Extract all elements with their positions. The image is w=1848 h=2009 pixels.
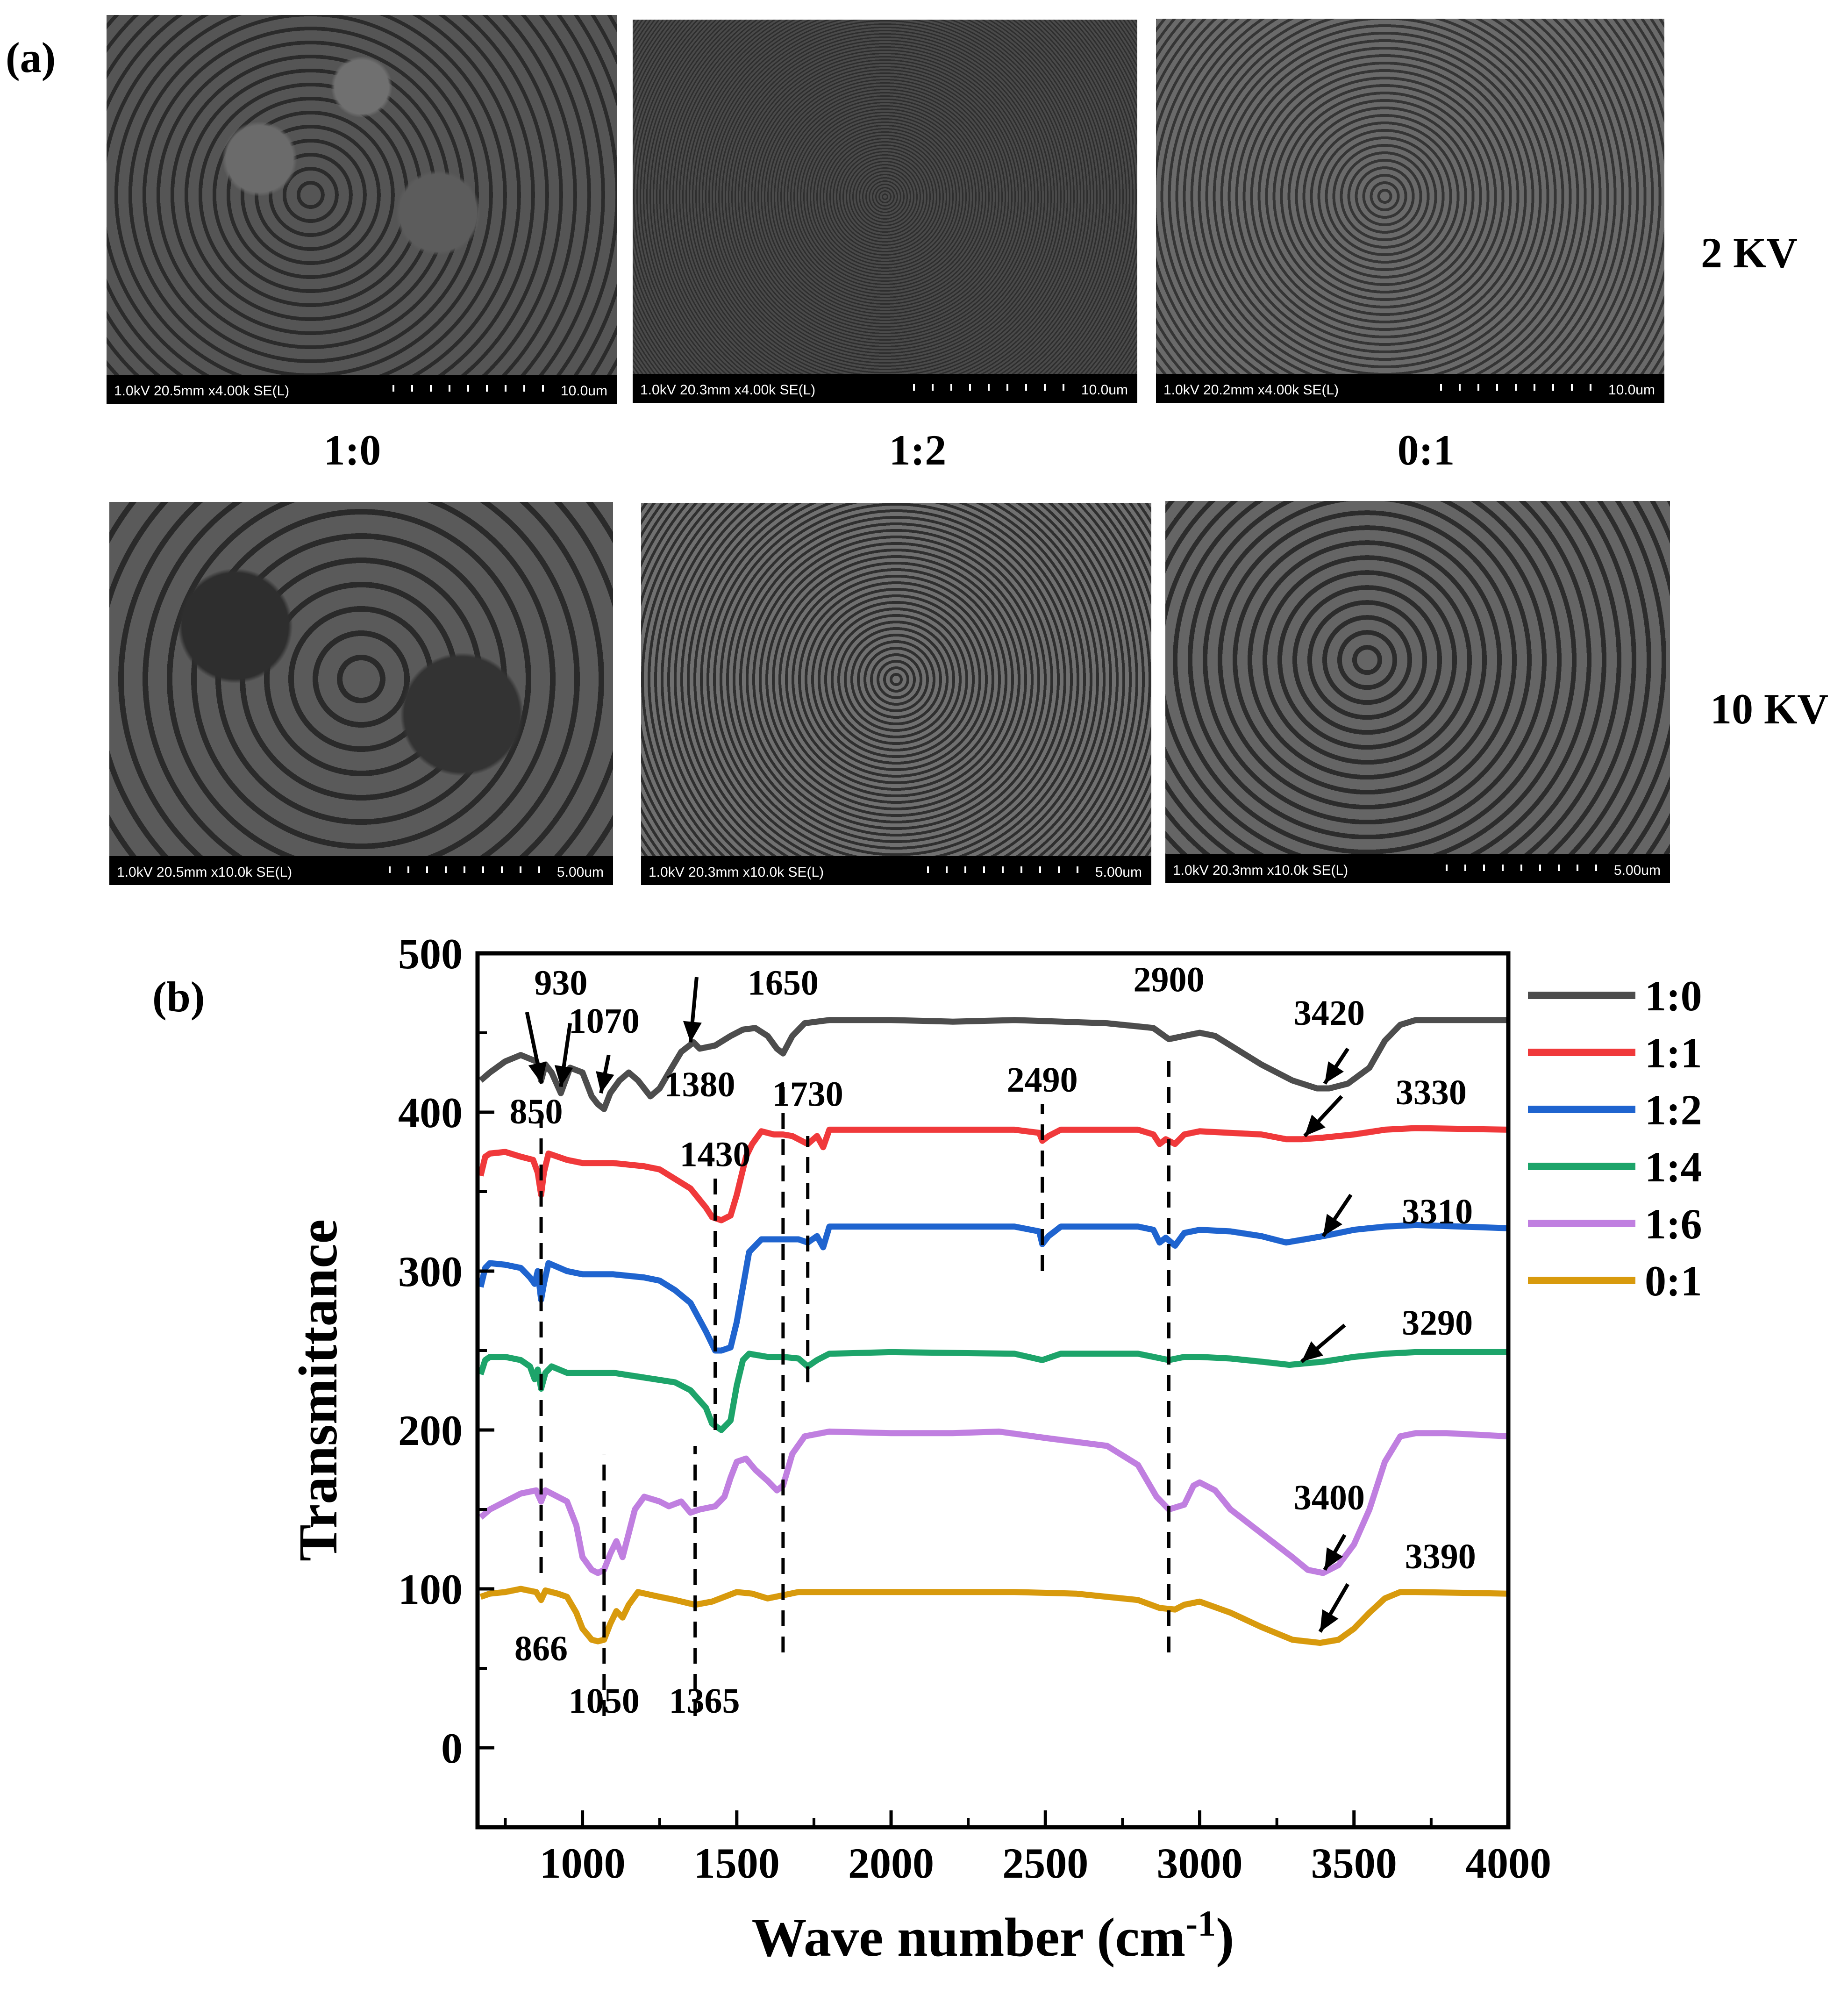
x-tick-label: 2000: [848, 1839, 934, 1887]
sem-info-bar: 1.0kV 20.3mm x10.0k SE(L) 5.00um: [1165, 854, 1670, 883]
y-tick-label: 500: [398, 930, 463, 978]
x-tick-label: 3000: [1157, 1839, 1243, 1887]
y-tick-label: 200: [398, 1407, 463, 1454]
sem-image-0-1-2kv: 1.0kV 20.2mm x4.00k SE(L) 10.0um: [1156, 19, 1664, 403]
peak-label-1650: 1650: [748, 963, 819, 1002]
sem-micrograph: [1156, 19, 1664, 374]
annotation-arrowhead: [1320, 1609, 1339, 1632]
peak-label-866: 866: [514, 1629, 568, 1668]
annotation-arrowhead: [1325, 1061, 1344, 1084]
peak-label-3400: 3400: [1294, 1478, 1365, 1517]
voltage-label-2kv: 2 KV: [1701, 229, 1798, 277]
ratio-label-1-0: 1:0: [323, 426, 381, 474]
x-axis-label: Wave number (cm-1): [752, 1903, 1234, 1968]
legend-label-1-2: 1:2: [1645, 1086, 1702, 1134]
annotation-arrowhead: [1305, 1115, 1326, 1136]
sem-info-bar: 1.0kV 20.2mm x4.00k SE(L) 10.0um: [1156, 374, 1664, 403]
legend-label-1-1: 1:1: [1645, 1029, 1702, 1077]
peak-label-2490: 2490: [1007, 1060, 1078, 1100]
peak-label-850: 850: [509, 1092, 563, 1131]
x-tick-label: 1500: [694, 1839, 780, 1887]
peak-label-1730: 1730: [772, 1074, 843, 1114]
peak-label-1050: 1050: [569, 1681, 640, 1721]
series-layer: [478, 1017, 1509, 1646]
peak-label-3290: 3290: [1402, 1303, 1473, 1343]
legend-label-0-1: 0:1: [1645, 1257, 1702, 1305]
sem-micrograph: [109, 502, 613, 856]
annotation-arrowhead: [1301, 1341, 1323, 1362]
series-line-1-2: [478, 1222, 1509, 1354]
annotation-arrowhead: [596, 1071, 614, 1094]
y-tick-label: 0: [441, 1724, 463, 1772]
y-tick-label: 400: [398, 1089, 463, 1137]
peak-label-1070: 1070: [569, 1001, 640, 1041]
sem-micrograph: [641, 503, 1151, 856]
peak-label-1380: 1380: [664, 1065, 735, 1104]
y-tick-label: 300: [398, 1248, 463, 1295]
x-tick-label: 2500: [1002, 1839, 1088, 1887]
annotation-arrowhead: [1323, 1214, 1342, 1237]
annotation-arrowhead: [1325, 1547, 1343, 1570]
sem-micrograph: [633, 20, 1137, 374]
legend-label-1-6: 1:6: [1645, 1200, 1702, 1248]
peak-label-2900: 2900: [1133, 960, 1204, 1000]
sem-info-bar: 1.0kV 20.3mm x10.0k SE(L) 5.00um: [641, 856, 1151, 885]
series-line-0-1: [479, 1586, 1509, 1646]
ratio-label-1-2: 1:2: [889, 426, 947, 474]
annotation-arrowhead: [554, 1065, 573, 1087]
annotation-arrowhead: [683, 1021, 702, 1043]
sem-info-bar: 1.0kV 20.5mm x4.00k SE(L) 10.0um: [107, 375, 617, 404]
y-tick-label: 100: [398, 1566, 463, 1613]
sem-image-1-0-2kv: 1.0kV 20.5mm x4.00k SE(L) 10.0um: [107, 15, 617, 404]
legend-label-1-4: 1:4: [1645, 1143, 1702, 1191]
legend: 1:0 1:1 1:2 1:4 1:6 0:1: [1528, 972, 1702, 1305]
sem-image-1-2-10kv: 1.0kV 20.3mm x10.0k SE(L) 5.00um: [641, 503, 1151, 885]
series-line-1-1: [478, 1125, 1509, 1223]
legend-label-1-0: 1:0: [1645, 972, 1702, 1020]
voltage-label-10kv: 10 KV: [1710, 685, 1828, 733]
sem-info-bar: 1.0kV 20.3mm x4.00k SE(L) 10.0um: [633, 374, 1137, 403]
peak-label-1365: 1365: [669, 1681, 740, 1721]
peak-label-3420: 3420: [1294, 994, 1365, 1033]
peak-label-1430: 1430: [680, 1135, 751, 1174]
sem-micrograph: [1165, 501, 1670, 854]
sem-info-bar: 1.0kV 20.5mm x10.0k SE(L) 5.00um: [109, 856, 613, 885]
axis-layer: 1000 1500 2000 2500 3000 3500 4000 0 100 200 300 40…: [398, 930, 1551, 1887]
x-tick-label: 4000: [1465, 1839, 1551, 1887]
peak-label-3390: 3390: [1405, 1537, 1476, 1576]
ratio-label-0-1: 0:1: [1397, 426, 1455, 474]
annotation-arrowhead: [528, 1061, 547, 1084]
plot-frame: [475, 951, 1511, 1830]
sem-image-0-1-10kv: 1.0kV 20.3mm x10.0k SE(L) 5.00um: [1165, 501, 1670, 883]
sem-image-1-0-10kv: 1.0kV 20.5mm x10.0k SE(L) 5.00um: [109, 502, 613, 885]
peak-label-930: 930: [534, 963, 587, 1002]
peak-label-3310: 3310: [1402, 1192, 1473, 1231]
y-axis-label: Transmittance: [287, 1219, 349, 1561]
panel-b-label: (b): [152, 973, 205, 1021]
sem-image-1-2-2kv: 1.0kV 20.3mm x4.00k SE(L) 10.0um: [633, 20, 1137, 403]
panel-a-label: (a): [6, 34, 56, 81]
sem-micrograph: [107, 15, 617, 375]
series-line-1-6: [478, 1428, 1509, 1576]
peak-label-3330: 3330: [1396, 1073, 1467, 1112]
x-tick-label: 1000: [540, 1839, 626, 1887]
series-line-1-4: [478, 1349, 1508, 1433]
x-tick-label: 3500: [1311, 1839, 1397, 1887]
